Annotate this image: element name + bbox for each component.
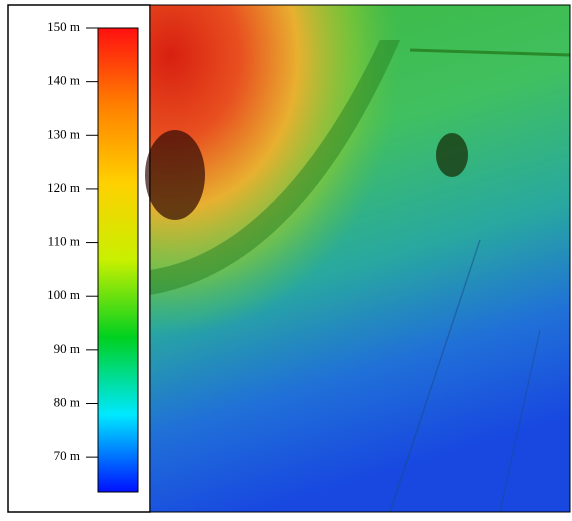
tick-label: 100 m: [47, 287, 80, 302]
elevation-map-figure: 150 m 140 m 130 m 120 m 110 m 100 m 90 m 80 m 70…: [0, 0, 572, 516]
tick-label: 130 m: [47, 126, 80, 141]
tick-label: 140 m: [47, 73, 80, 88]
tick-label: 150 m: [47, 19, 80, 34]
tick-label: 120 m: [47, 180, 80, 195]
tick-label: 80 m: [54, 394, 80, 409]
tick-label: 110 m: [48, 234, 80, 249]
tick-label: 70 m: [54, 448, 80, 463]
tick-label: 90 m: [54, 341, 80, 356]
terrain-image: [145, 5, 570, 512]
colorbar: [98, 28, 138, 492]
